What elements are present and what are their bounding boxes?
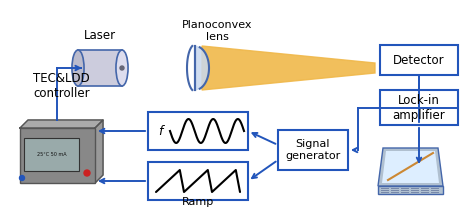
Bar bbox=[78, 50, 122, 86]
Bar bbox=[381, 192, 389, 193]
Polygon shape bbox=[202, 46, 375, 90]
Bar bbox=[401, 192, 409, 193]
Polygon shape bbox=[382, 151, 439, 183]
Bar bbox=[411, 192, 419, 193]
Bar bbox=[421, 190, 429, 191]
Bar bbox=[431, 192, 439, 193]
Polygon shape bbox=[378, 148, 443, 186]
Bar bbox=[20, 128, 95, 183]
Bar bbox=[148, 112, 248, 150]
Bar bbox=[401, 187, 409, 189]
Polygon shape bbox=[20, 120, 103, 128]
Bar bbox=[431, 190, 439, 191]
Ellipse shape bbox=[116, 50, 128, 86]
Bar bbox=[378, 186, 443, 194]
Bar bbox=[380, 90, 458, 125]
Text: 25°C 50 mA: 25°C 50 mA bbox=[36, 152, 66, 157]
Bar bbox=[431, 187, 439, 189]
Bar bbox=[381, 187, 389, 189]
Polygon shape bbox=[95, 120, 103, 183]
Ellipse shape bbox=[72, 50, 84, 86]
Bar bbox=[411, 190, 419, 191]
Circle shape bbox=[84, 170, 90, 176]
Bar bbox=[391, 187, 399, 189]
Text: Lock-in
amplifier: Lock-in amplifier bbox=[392, 93, 446, 121]
Text: Ramp: Ramp bbox=[182, 197, 214, 207]
Bar bbox=[278, 130, 348, 170]
Bar bbox=[24, 138, 79, 171]
Circle shape bbox=[19, 175, 25, 181]
Bar bbox=[391, 190, 399, 191]
Text: f: f bbox=[158, 125, 163, 138]
Text: Planoconvex
lens: Planoconvex lens bbox=[182, 20, 252, 42]
Text: TEC&LDD
controller: TEC&LDD controller bbox=[33, 72, 90, 100]
Bar bbox=[380, 45, 458, 75]
Polygon shape bbox=[195, 46, 209, 90]
Text: Signal
generator: Signal generator bbox=[285, 139, 341, 161]
Text: Laser: Laser bbox=[84, 29, 116, 42]
Bar bbox=[421, 192, 429, 193]
Text: Detector: Detector bbox=[393, 54, 445, 67]
Bar bbox=[381, 190, 389, 191]
Bar bbox=[148, 162, 248, 200]
Bar bbox=[421, 187, 429, 189]
Bar bbox=[411, 187, 419, 189]
Bar bbox=[391, 192, 399, 193]
Bar bbox=[401, 190, 409, 191]
Circle shape bbox=[120, 66, 124, 70]
